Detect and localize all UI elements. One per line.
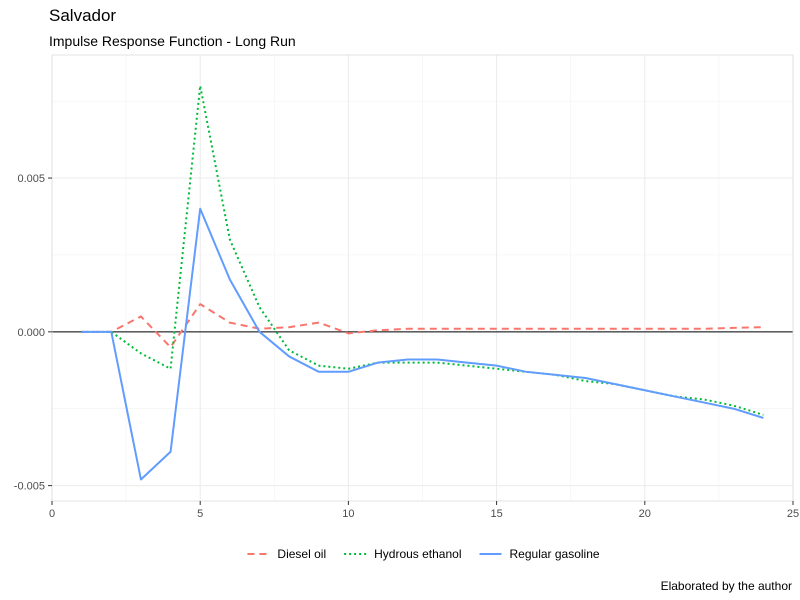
legend-label: Diesel oil — [277, 547, 326, 561]
legend: Diesel oil Hydrous ethanol Regular gasolin… — [247, 547, 600, 561]
x-tick-label: 25 — [787, 508, 799, 520]
x-tick-label: 5 — [197, 508, 203, 520]
x-tick-label: 15 — [490, 508, 502, 520]
series-line-regular-gasoline — [81, 207, 764, 481]
grid-lines — [51, 55, 794, 501]
panel-border — [51, 54, 794, 502]
legend-label: Regular gasoline — [510, 547, 600, 561]
series-line-hydrous-ethanol — [81, 84, 764, 416]
series-lines — [81, 84, 764, 481]
chart-caption: Elaborated by the author — [660, 579, 792, 593]
x-tick-label: 0 — [49, 508, 55, 520]
axes: 0 5 10 15 20 25 -0.005 0.000 0.005 — [14, 54, 799, 520]
legend-label: Hydrous ethanol — [374, 547, 461, 561]
y-tick-label: -0.005 — [14, 481, 45, 493]
y-tick-label: 0.005 — [17, 173, 45, 185]
x-tick-label: 20 — [639, 508, 651, 520]
y-tick-label: 0.000 — [17, 327, 45, 339]
x-tick-label: 10 — [342, 508, 354, 520]
series-line-diesel-oil — [81, 303, 764, 349]
chart-subtitle: Impulse Response Function - Long Run — [49, 33, 296, 49]
chart-title: Salvador — [49, 6, 117, 25]
